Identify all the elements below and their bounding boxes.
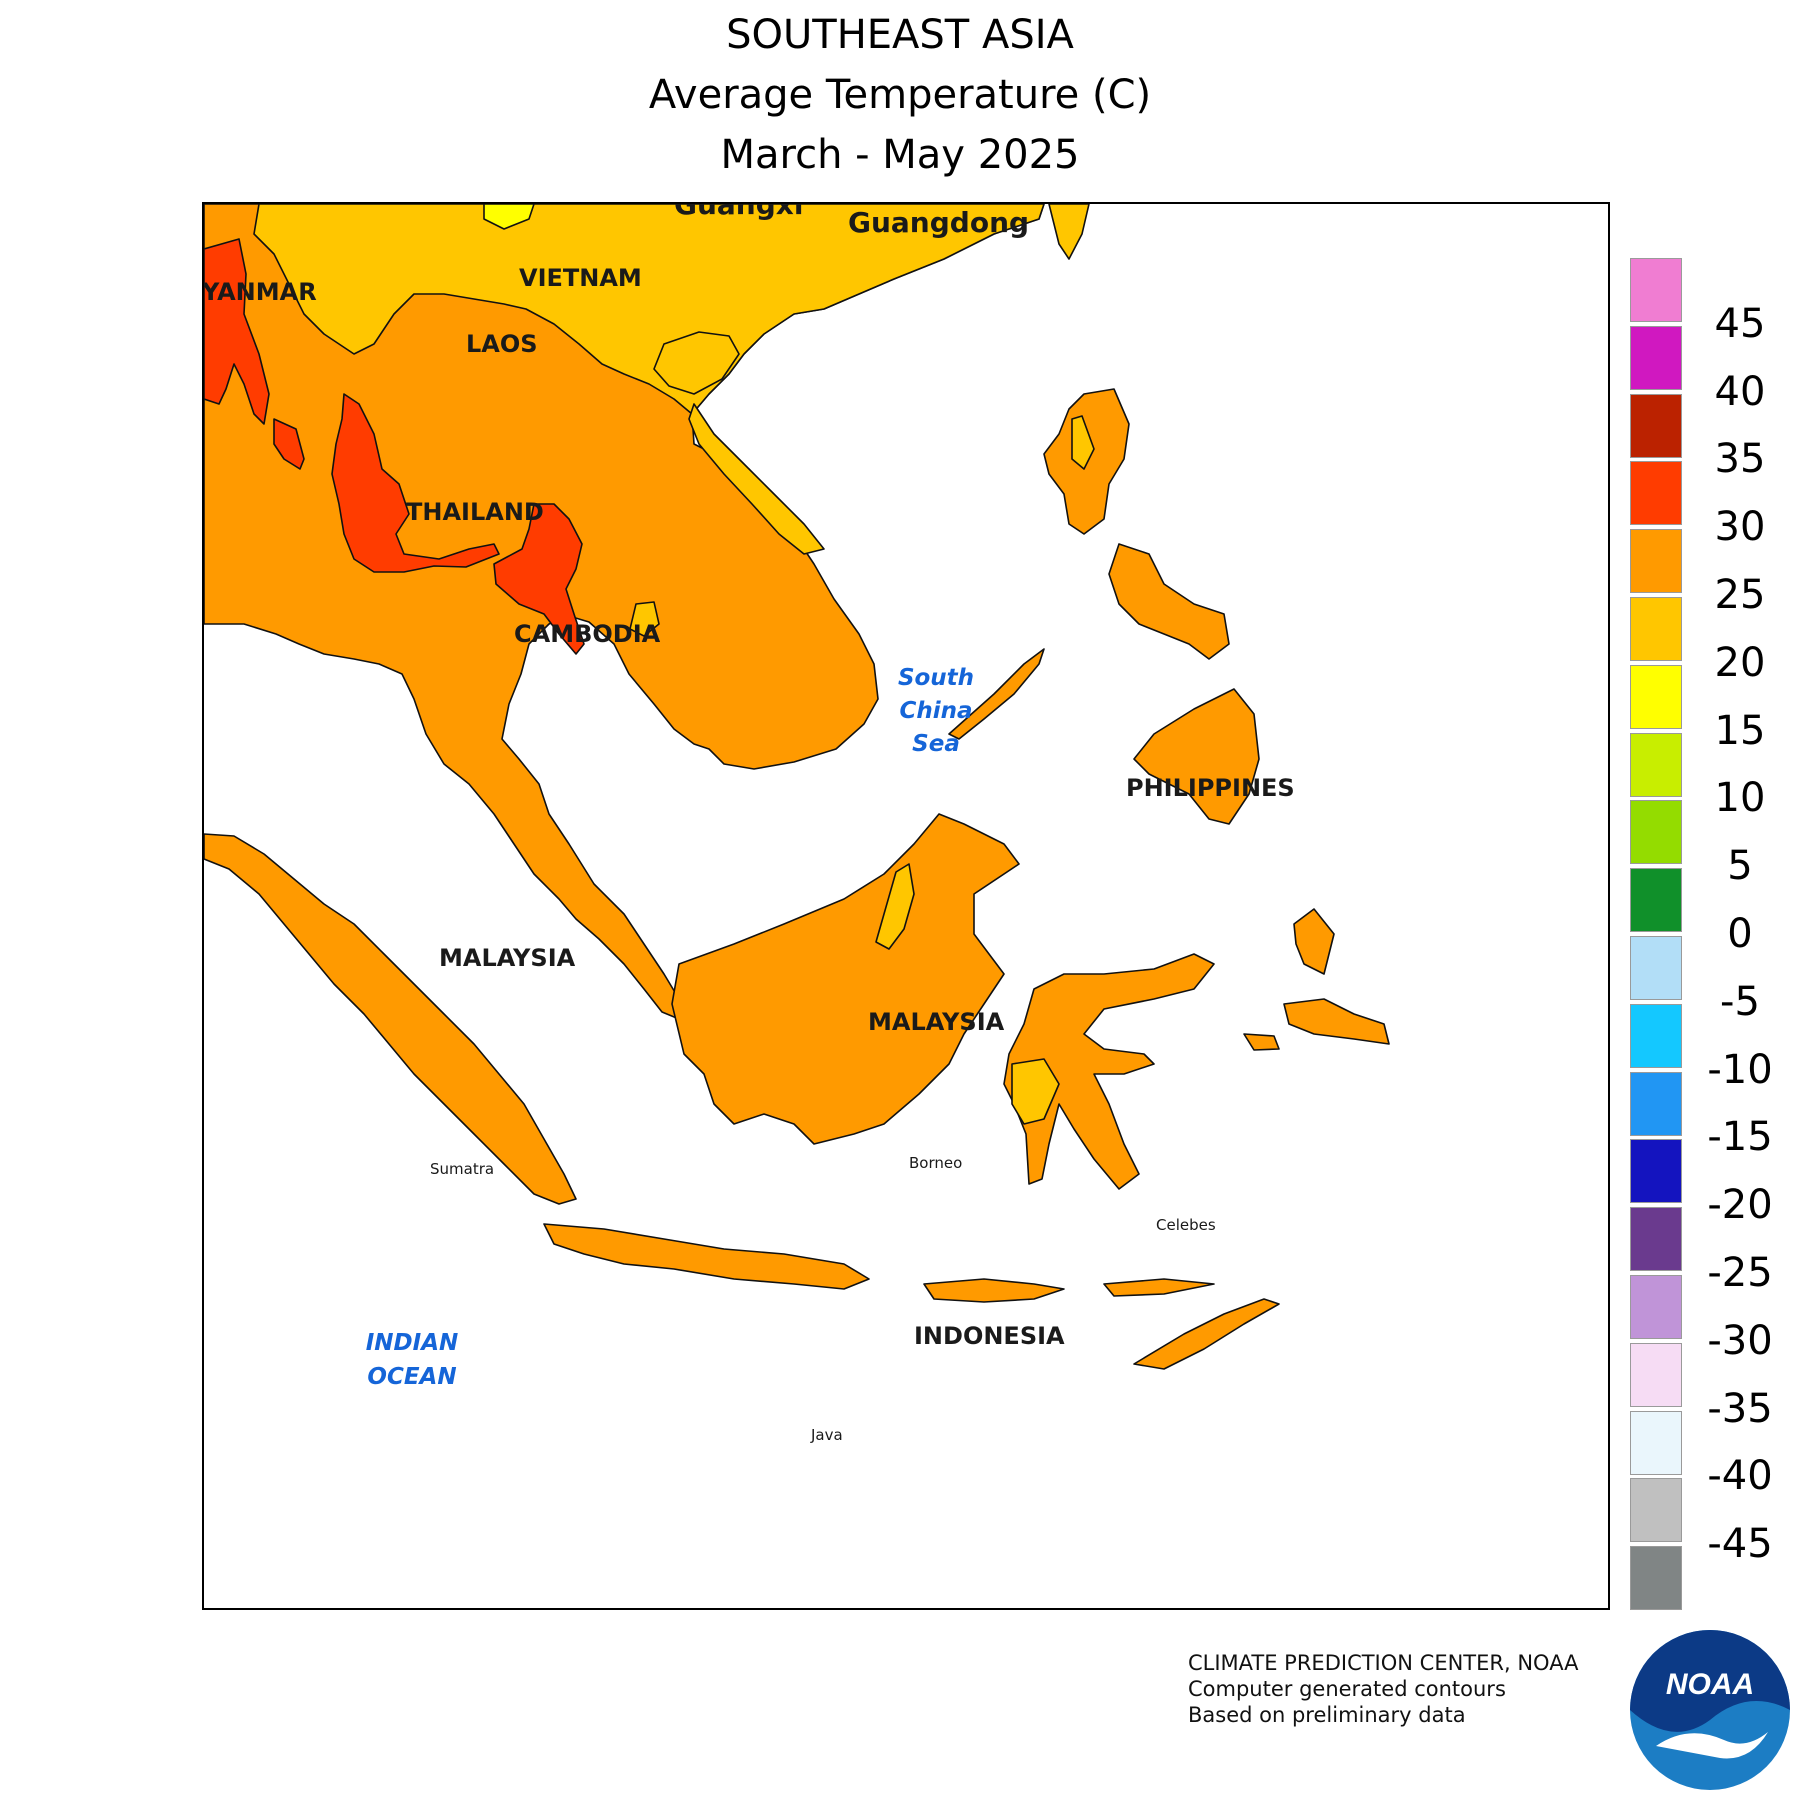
legend-swatch: [1630, 461, 1682, 526]
temperature-legend: 45 40 35 30 25 20 15 10 5 0 -5 -10 -15 -20 -25 -30 -35 -4…: [1630, 258, 1800, 1614]
sumatra-island: [204, 833, 577, 1205]
legend-swatch: [1630, 393, 1682, 458]
myanmar-coast-red-zone: [273, 418, 305, 470]
map-period: March - May 2025: [720, 132, 1080, 178]
taiwan-island: [1048, 204, 1090, 260]
cambodia-red-zone: [493, 503, 585, 655]
temperature-map: YANMAR VIETNAM LAOS THAILAND CAMBODIA MA…: [204, 204, 1390, 1444]
legend-tick-label: -30: [1707, 1317, 1773, 1364]
visayas-islands: [1108, 543, 1230, 660]
legend-tick-label: 5: [1727, 843, 1753, 890]
label-celebes: Celebes: [1156, 1216, 1216, 1234]
credit-line-2: Computer generated contours: [1188, 1677, 1506, 1701]
credit-line-3: Based on preliminary data: [1188, 1703, 1466, 1727]
noaa-logo-icon: NOAA: [1630, 1630, 1790, 1790]
label-south-china-sea-2: China: [899, 698, 972, 724]
legend-tick-label: 15: [1714, 707, 1766, 754]
maluku-islands: [1243, 998, 1390, 1051]
celebes-cool-patch: [1011, 1058, 1060, 1125]
map-panel: YANMAR VIETNAM LAOS THAILAND CAMBODIA MA…: [202, 202, 1610, 1610]
label-sumatra: Sumatra: [430, 1160, 494, 1178]
north-cool-zone: [253, 204, 1045, 415]
legend-tick-label: 10: [1714, 775, 1766, 822]
timor-island: [1133, 1298, 1280, 1370]
legend-tick-label: -35: [1707, 1385, 1773, 1432]
maluku-north-islands: [1293, 908, 1335, 975]
legend-swatch: [1630, 325, 1682, 390]
label-thailand: THAILAND: [406, 498, 544, 526]
hainan-island: [653, 331, 740, 395]
label-south-china-sea-1: South: [898, 665, 974, 691]
legend-tick-label: -45: [1707, 1521, 1773, 1568]
yellow-peak-zone: [483, 204, 535, 230]
label-java: Java: [810, 1426, 843, 1444]
legend-swatch: [1630, 529, 1682, 594]
label-vietnam: VIETNAM: [519, 264, 642, 292]
label-guangdong: Guangdong: [848, 206, 1029, 239]
nusa-tenggara-islands: [923, 1278, 1215, 1303]
label-indian-ocean-1: INDIAN: [366, 1330, 459, 1356]
luzon-cool-patch: [1071, 415, 1095, 470]
label-laos: LAOS: [466, 330, 538, 358]
legend-tick-label: 30: [1714, 504, 1766, 551]
label-cambodia: CAMBODIA: [514, 620, 661, 648]
legend-swatch: [1630, 936, 1682, 1000]
legend-tick-label: 20: [1714, 639, 1766, 686]
myanmar-red-zone: [204, 238, 270, 425]
borneo-island: [671, 813, 1020, 1145]
java-island: [543, 1223, 870, 1290]
label-malaysia-peninsula: MALAYSIA: [439, 944, 576, 972]
legend-swatch: [1630, 732, 1682, 797]
legend-swatch: [1630, 1071, 1682, 1136]
palawan-island: [948, 648, 1045, 740]
legend-tick-label: -40: [1707, 1453, 1773, 1500]
credits-block: CLIMATE PREDICTION CENTER, NOAA Computer…: [1188, 1650, 1579, 1728]
legend-tick-label: -15: [1707, 1114, 1773, 1161]
map-title: SOUTHEAST ASIA: [726, 12, 1074, 58]
borneo-cool-patch: [875, 863, 915, 950]
legend-swatch: [1630, 1003, 1682, 1068]
legend-tick-label: 25: [1714, 572, 1766, 618]
map-subtitle: Average Temperature (C): [648, 72, 1152, 118]
label-indonesia: INDONESIA: [914, 1322, 1065, 1350]
label-indian-ocean-2: OCEAN: [367, 1364, 456, 1390]
label-borneo: Borneo: [909, 1154, 962, 1172]
legend-tick-label: -20: [1707, 1182, 1773, 1229]
legend-swatch: [1630, 258, 1682, 322]
legend-swatch: [1630, 1410, 1682, 1475]
legend-tick-label: 0: [1727, 911, 1753, 957]
legend-swatch: [1630, 1342, 1682, 1407]
legend-tick-label: -10: [1707, 1046, 1773, 1093]
legend-tick-label: 45: [1714, 300, 1766, 347]
label-philippines: PHILIPPINES: [1126, 774, 1295, 802]
legend-swatch: [1630, 1478, 1682, 1543]
legend-tick-label: 35: [1714, 436, 1766, 483]
legend-swatch: [1630, 868, 1682, 933]
legend-swatch: [1630, 1139, 1682, 1204]
legend-tick-label: 40: [1714, 368, 1766, 415]
label-south-china-sea-3: Sea: [912, 731, 960, 757]
legend-swatch: [1630, 1546, 1682, 1611]
label-myanmar: YANMAR: [204, 278, 317, 306]
legend-swatch: [1630, 1275, 1682, 1339]
legend-swatch: [1630, 800, 1682, 865]
legend-swatch: [1630, 1207, 1682, 1272]
label-malaysia-borneo: MALAYSIA: [868, 1008, 1005, 1036]
mindanao-island: [1133, 688, 1260, 825]
sulawesi-island: [1003, 953, 1215, 1190]
vietnam-coast-cool-zone: [688, 403, 825, 555]
vietnam-cool-patch: [629, 601, 660, 637]
legend-tick-label: -25: [1707, 1250, 1773, 1296]
noaa-logo-text: NOAA: [1666, 1668, 1754, 1701]
legend-swatch: [1630, 664, 1682, 729]
thailand-red-zone: [331, 393, 500, 573]
credit-line-1: CLIMATE PREDICTION CENTER, NOAA: [1188, 1651, 1579, 1675]
legend-tick-label: -5: [1720, 978, 1760, 1025]
legend-swatch: [1630, 597, 1682, 661]
label-guangxi: Guangxi: [674, 204, 803, 221]
